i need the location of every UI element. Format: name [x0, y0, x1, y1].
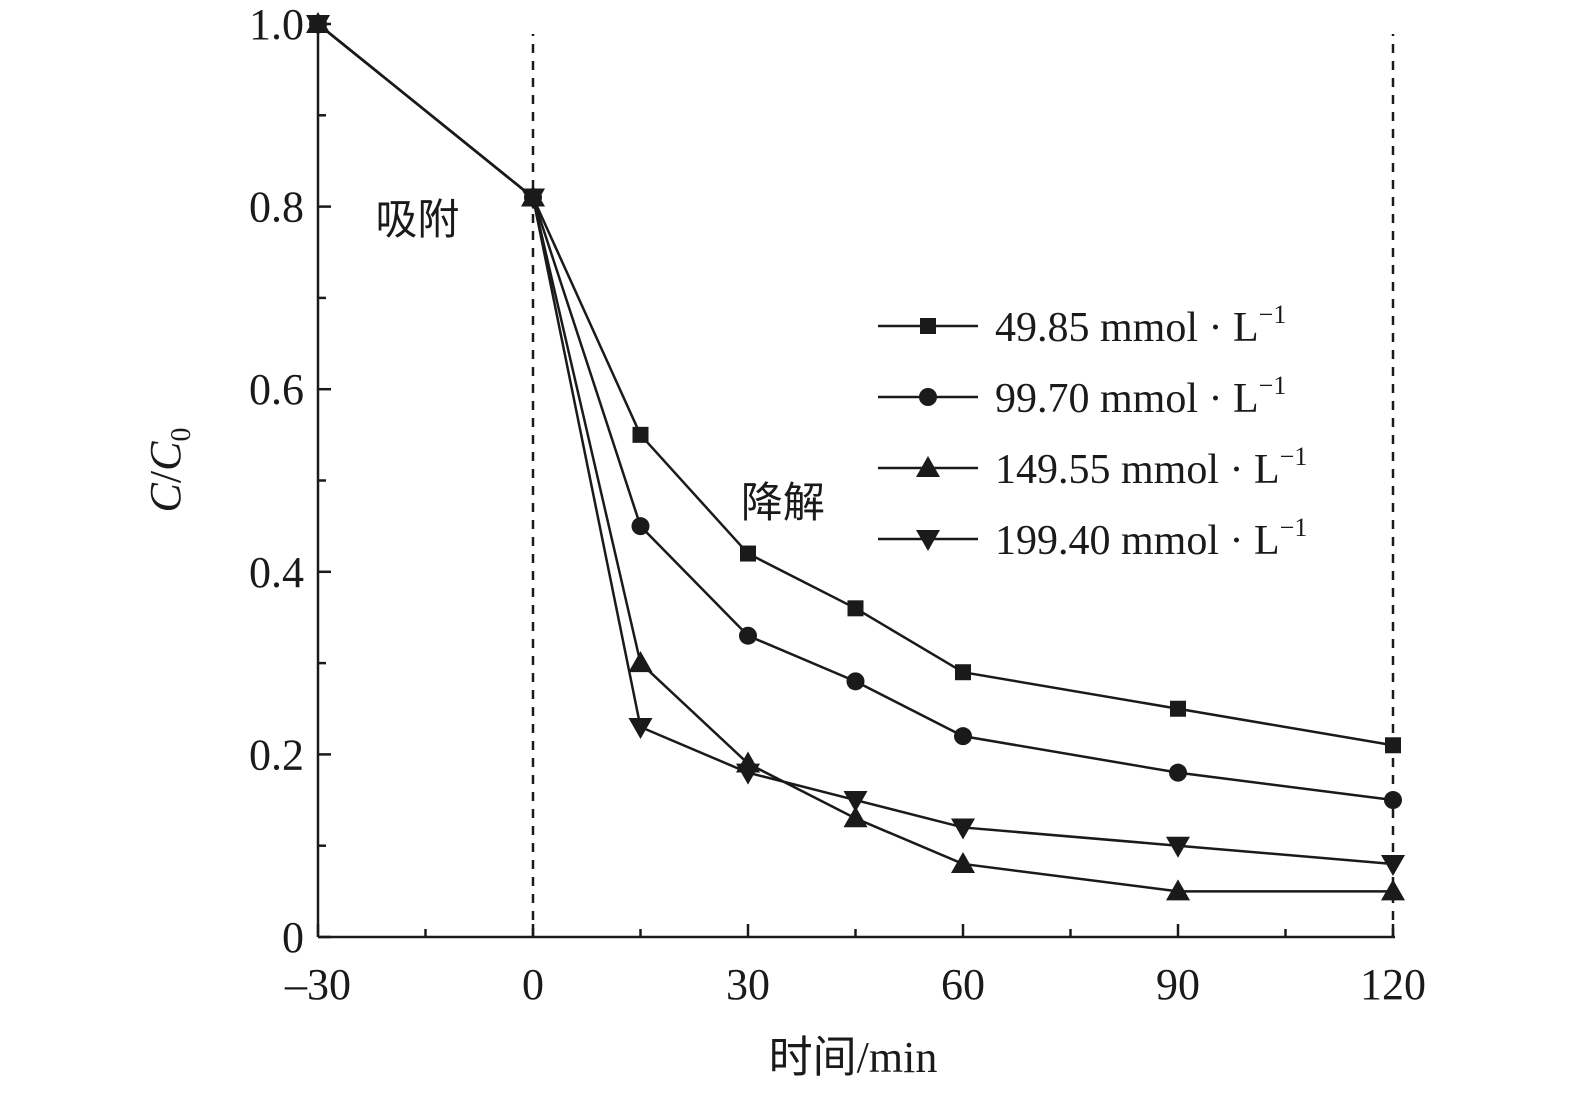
data-point [951, 851, 975, 873]
data-point [739, 626, 757, 645]
data-point [1381, 879, 1405, 901]
legend-marker [919, 388, 937, 406]
x-tick-label: 90 [1156, 960, 1200, 1009]
legend-label-sup: −1 [1259, 300, 1287, 329]
x-tick-label: 120 [1360, 960, 1426, 1009]
data-point [1385, 737, 1401, 754]
legend-entry: 99.70 mmol · L−1 [878, 371, 1286, 422]
series-line [317, 23, 1394, 802]
legend-label-text: 199.40 mmol · L [995, 518, 1280, 564]
y-tick-label: 0.6 [249, 365, 304, 414]
data-point [846, 672, 865, 691]
annotation: 降解 [741, 478, 825, 527]
data-point [951, 818, 975, 840]
data-point [1170, 700, 1186, 717]
y-tick-label: 0.8 [249, 183, 304, 232]
legend-label-text: 149.55 mmol · L [995, 447, 1280, 493]
legend-label-sup: −1 [1280, 513, 1308, 542]
y-axis-title: C/C0 [141, 428, 197, 513]
data-point [1166, 879, 1190, 901]
y-tick-label: 1.0 [249, 0, 304, 49]
legend-label: 99.70 mmol · L−1 [995, 371, 1286, 422]
data-point [1166, 836, 1190, 858]
data-point [628, 651, 653, 673]
legend-label-text: 49.85 mmol · L [995, 305, 1259, 351]
series-line [317, 23, 1394, 866]
y-tick-label: 0.2 [249, 730, 304, 779]
series-layer [306, 12, 1405, 901]
data-point [1169, 763, 1187, 782]
legend-label-sup: −1 [1259, 371, 1287, 400]
y-axis-title-main: C [141, 482, 190, 512]
data-point [631, 517, 650, 536]
data-point [955, 664, 971, 681]
series-3 [306, 15, 1405, 876]
dashed-lines [531, 34, 1395, 937]
y-tick-label: 0.4 [249, 548, 304, 597]
series-line [317, 23, 1394, 747]
data-point [843, 791, 868, 813]
x-tick-label: –30 [284, 960, 351, 1009]
data-point [843, 806, 868, 828]
series-2 [306, 12, 1405, 901]
legend-label: 49.85 mmol · L−1 [995, 300, 1286, 351]
legend-marker [920, 318, 936, 334]
legend-entry: 49.85 mmol · L−1 [878, 300, 1286, 351]
legend-label: 199.40 mmol · L−1 [995, 513, 1307, 564]
legend-entry: 199.40 mmol · L−1 [878, 513, 1307, 564]
data-point [954, 727, 972, 746]
data-point [736, 763, 760, 785]
legend-label-sup: −1 [1280, 442, 1308, 471]
data-point [306, 15, 330, 36]
data-point [521, 188, 545, 210]
x-tick-label: 60 [941, 960, 985, 1009]
x-axis-title: 时间/min [769, 1033, 938, 1082]
legend-marker [916, 456, 940, 477]
data-point [632, 426, 649, 443]
annotation: 吸附 [375, 195, 459, 244]
data-point [847, 600, 864, 617]
legend-label-text: 99.70 mmol · L [995, 376, 1259, 422]
legend-marker [916, 530, 940, 551]
series-line [317, 23, 1393, 893]
y-axis-title-sub: 0 [166, 428, 197, 442]
data-point [740, 545, 756, 562]
data-point [628, 718, 653, 740]
y-axis-title-sub-base: C [141, 441, 190, 471]
y-tick-label: 0 [282, 913, 304, 962]
data-point [1384, 791, 1402, 810]
data-point [1381, 854, 1405, 876]
legend-label: 149.55 mmol · L−1 [995, 442, 1307, 493]
y-axis-title-slash: / [141, 470, 190, 483]
x-tick-label: 0 [522, 960, 544, 1009]
x-tick-label: 30 [726, 960, 770, 1009]
legend-entry: 149.55 mmol · L−1 [878, 442, 1307, 493]
